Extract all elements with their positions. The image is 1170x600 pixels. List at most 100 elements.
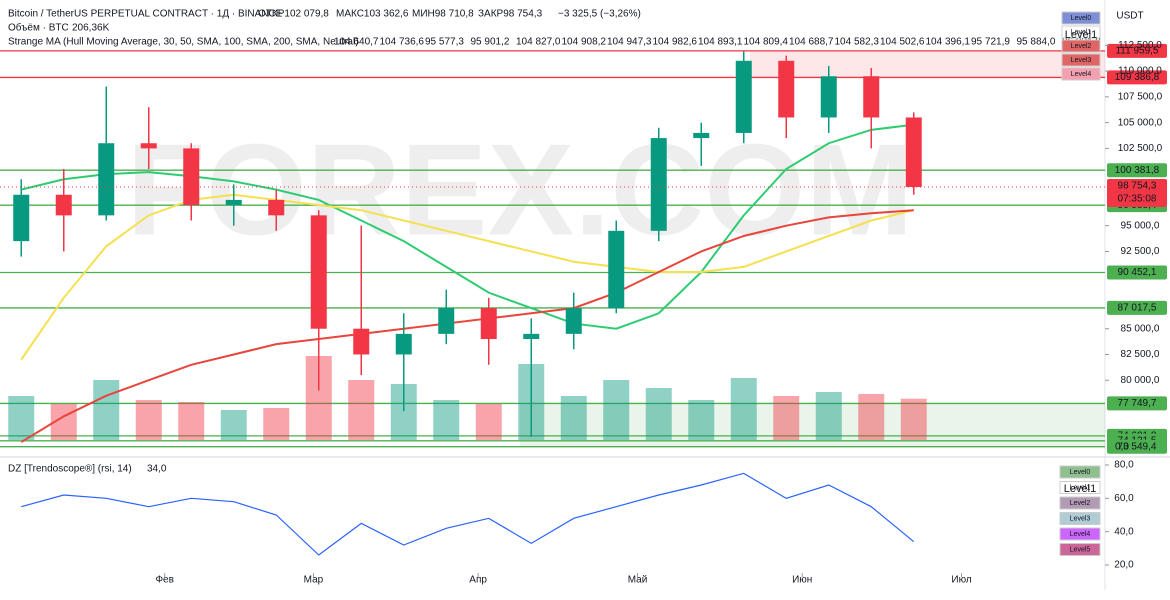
candle-body [13, 194, 30, 242]
candle-body [565, 308, 582, 334]
indicator-value: 104 893,1 [698, 37, 743, 48]
last-price-label: 98 754,3 [1118, 181, 1157, 192]
candle-body [820, 76, 837, 118]
indicator-value: 104 640,7 [334, 37, 379, 48]
indicator-value: 95 884,0 [1017, 37, 1056, 48]
indicator-value: 104 809,4 [744, 37, 789, 48]
volume-value: 206,36K [72, 23, 110, 34]
candle-body [98, 143, 115, 216]
candle-body [693, 132, 710, 139]
rsi-line [21, 472, 915, 556]
volume-bar [815, 392, 842, 440]
volume-bar [178, 402, 205, 440]
rsi-legend-swatch [1059, 496, 1101, 510]
rsi-tick-label: 80,0 [1114, 460, 1134, 471]
y-tick-label: 80 000,0 [1121, 375, 1160, 386]
y-tick-label: 102 500,0 [1118, 143, 1163, 154]
volume-bar [348, 380, 375, 440]
level-label-bg [1107, 163, 1167, 178]
candle-body [310, 215, 327, 329]
level-label-bg [1107, 300, 1167, 315]
level-label: 90 452,1 [1118, 267, 1157, 278]
level-label: 77 749,7 [1118, 398, 1157, 409]
ohlc-high: МАКС103 362,6 [336, 9, 409, 20]
indicator-value: 104 688,7 [789, 37, 834, 48]
rsi-legend-label: Level4 [1070, 531, 1091, 538]
indicator: Strange MA (Hull Moving Average, 30, 50,… [8, 37, 359, 48]
rsi-legend-label: Level2 [1070, 500, 1091, 507]
volume-tick-label: 0,0 [1115, 442, 1129, 453]
candle-body [778, 60, 795, 118]
legend-label: Level4 [1071, 71, 1092, 78]
indicator-value: 104 947,3 [607, 37, 652, 48]
y-tick-label: 105 000,0 [1118, 117, 1163, 128]
volume-bar [263, 408, 290, 440]
indicator-value: 104 736,6 [380, 37, 425, 48]
rsi-legend-label: Level0 [1070, 469, 1091, 476]
watermark: FOREX.COM [126, 116, 913, 262]
candle-body [183, 148, 200, 206]
volume-bar [135, 400, 162, 440]
level-label: 109 386,8 [1115, 72, 1160, 83]
indicator-value: 104 982,6 [653, 37, 698, 48]
candle-body [225, 199, 242, 206]
candle-body [905, 117, 922, 187]
volume-bar [900, 398, 927, 440]
rsi-tick-label: 60,0 [1114, 493, 1134, 504]
indicator-value: 95 577,3 [425, 37, 464, 48]
indicator-value: 104 908,2 [562, 37, 607, 48]
candle-body [480, 308, 497, 340]
candle-body [140, 143, 157, 149]
rsi-legend-title: Level1 [1064, 483, 1096, 495]
rsi-tick-label: 40,0 [1114, 526, 1134, 537]
legend-label: Level3 [1071, 57, 1092, 64]
rsi-legend-label: Level5 [1070, 546, 1091, 553]
ma-line [21, 123, 914, 330]
ma-line [20, 193, 914, 361]
legend-title: Level1 [1065, 29, 1097, 41]
volume-bar [688, 400, 715, 440]
currency: USDT [1116, 11, 1143, 22]
level-label-bg [1107, 43, 1167, 58]
candle-body [650, 138, 667, 231]
volume-bar [773, 396, 800, 440]
ohlc-low: МИН98 710,8 [412, 9, 474, 20]
rsi-legend-swatch [1059, 512, 1101, 525]
ohlc-close: ЗАКР98 754,3 [478, 9, 543, 20]
candle-body [395, 333, 412, 355]
volume-bar [858, 394, 885, 440]
resistance-zone [750, 50, 1105, 78]
rsi-legend-label: Level3 [1070, 515, 1091, 522]
legend-label: Level2 [1071, 43, 1092, 50]
y-tick-label: 92 500,0 [1121, 246, 1160, 257]
volume-bar [475, 404, 502, 440]
x-tick-label: Мар [304, 575, 324, 586]
volume-bar [93, 380, 120, 440]
level-label-bg [1107, 265, 1167, 280]
candle-body [523, 333, 540, 340]
last-price-bg [1107, 178, 1167, 207]
x-tick-label: Апр [469, 575, 487, 586]
legend-swatch [1061, 53, 1101, 67]
rsi-legend-swatch [1059, 527, 1101, 541]
rsi-legend-swatch [1059, 465, 1101, 479]
candle-body [353, 328, 370, 355]
ohlc-open: ОТКР102 079,8 [258, 9, 329, 20]
level-label: 87 017,5 [1118, 303, 1157, 314]
volume-bar [560, 396, 587, 440]
legend-swatch [1061, 11, 1101, 25]
x-tick-label: Июл [951, 575, 971, 586]
rsi-legend-swatch [1059, 543, 1101, 556]
ma-line [20, 209, 914, 443]
legend-label: Level0 [1071, 15, 1092, 22]
x-tick-label: Июн [792, 575, 812, 586]
level-label: 73 549,4 [1118, 441, 1157, 452]
symbol: Bitcoin / TetherUS PERPETUAL CONTRACT · … [8, 9, 283, 20]
volume-title: Объём · BTC [8, 22, 69, 34]
legend-swatch [1061, 67, 1101, 81]
indicator-value: 104 396,1 [926, 37, 971, 48]
indicator-value: 95 721,9 [971, 37, 1010, 48]
y-tick-label: 85 000,0 [1121, 323, 1160, 334]
rsi-value: 34,0 [147, 464, 167, 475]
